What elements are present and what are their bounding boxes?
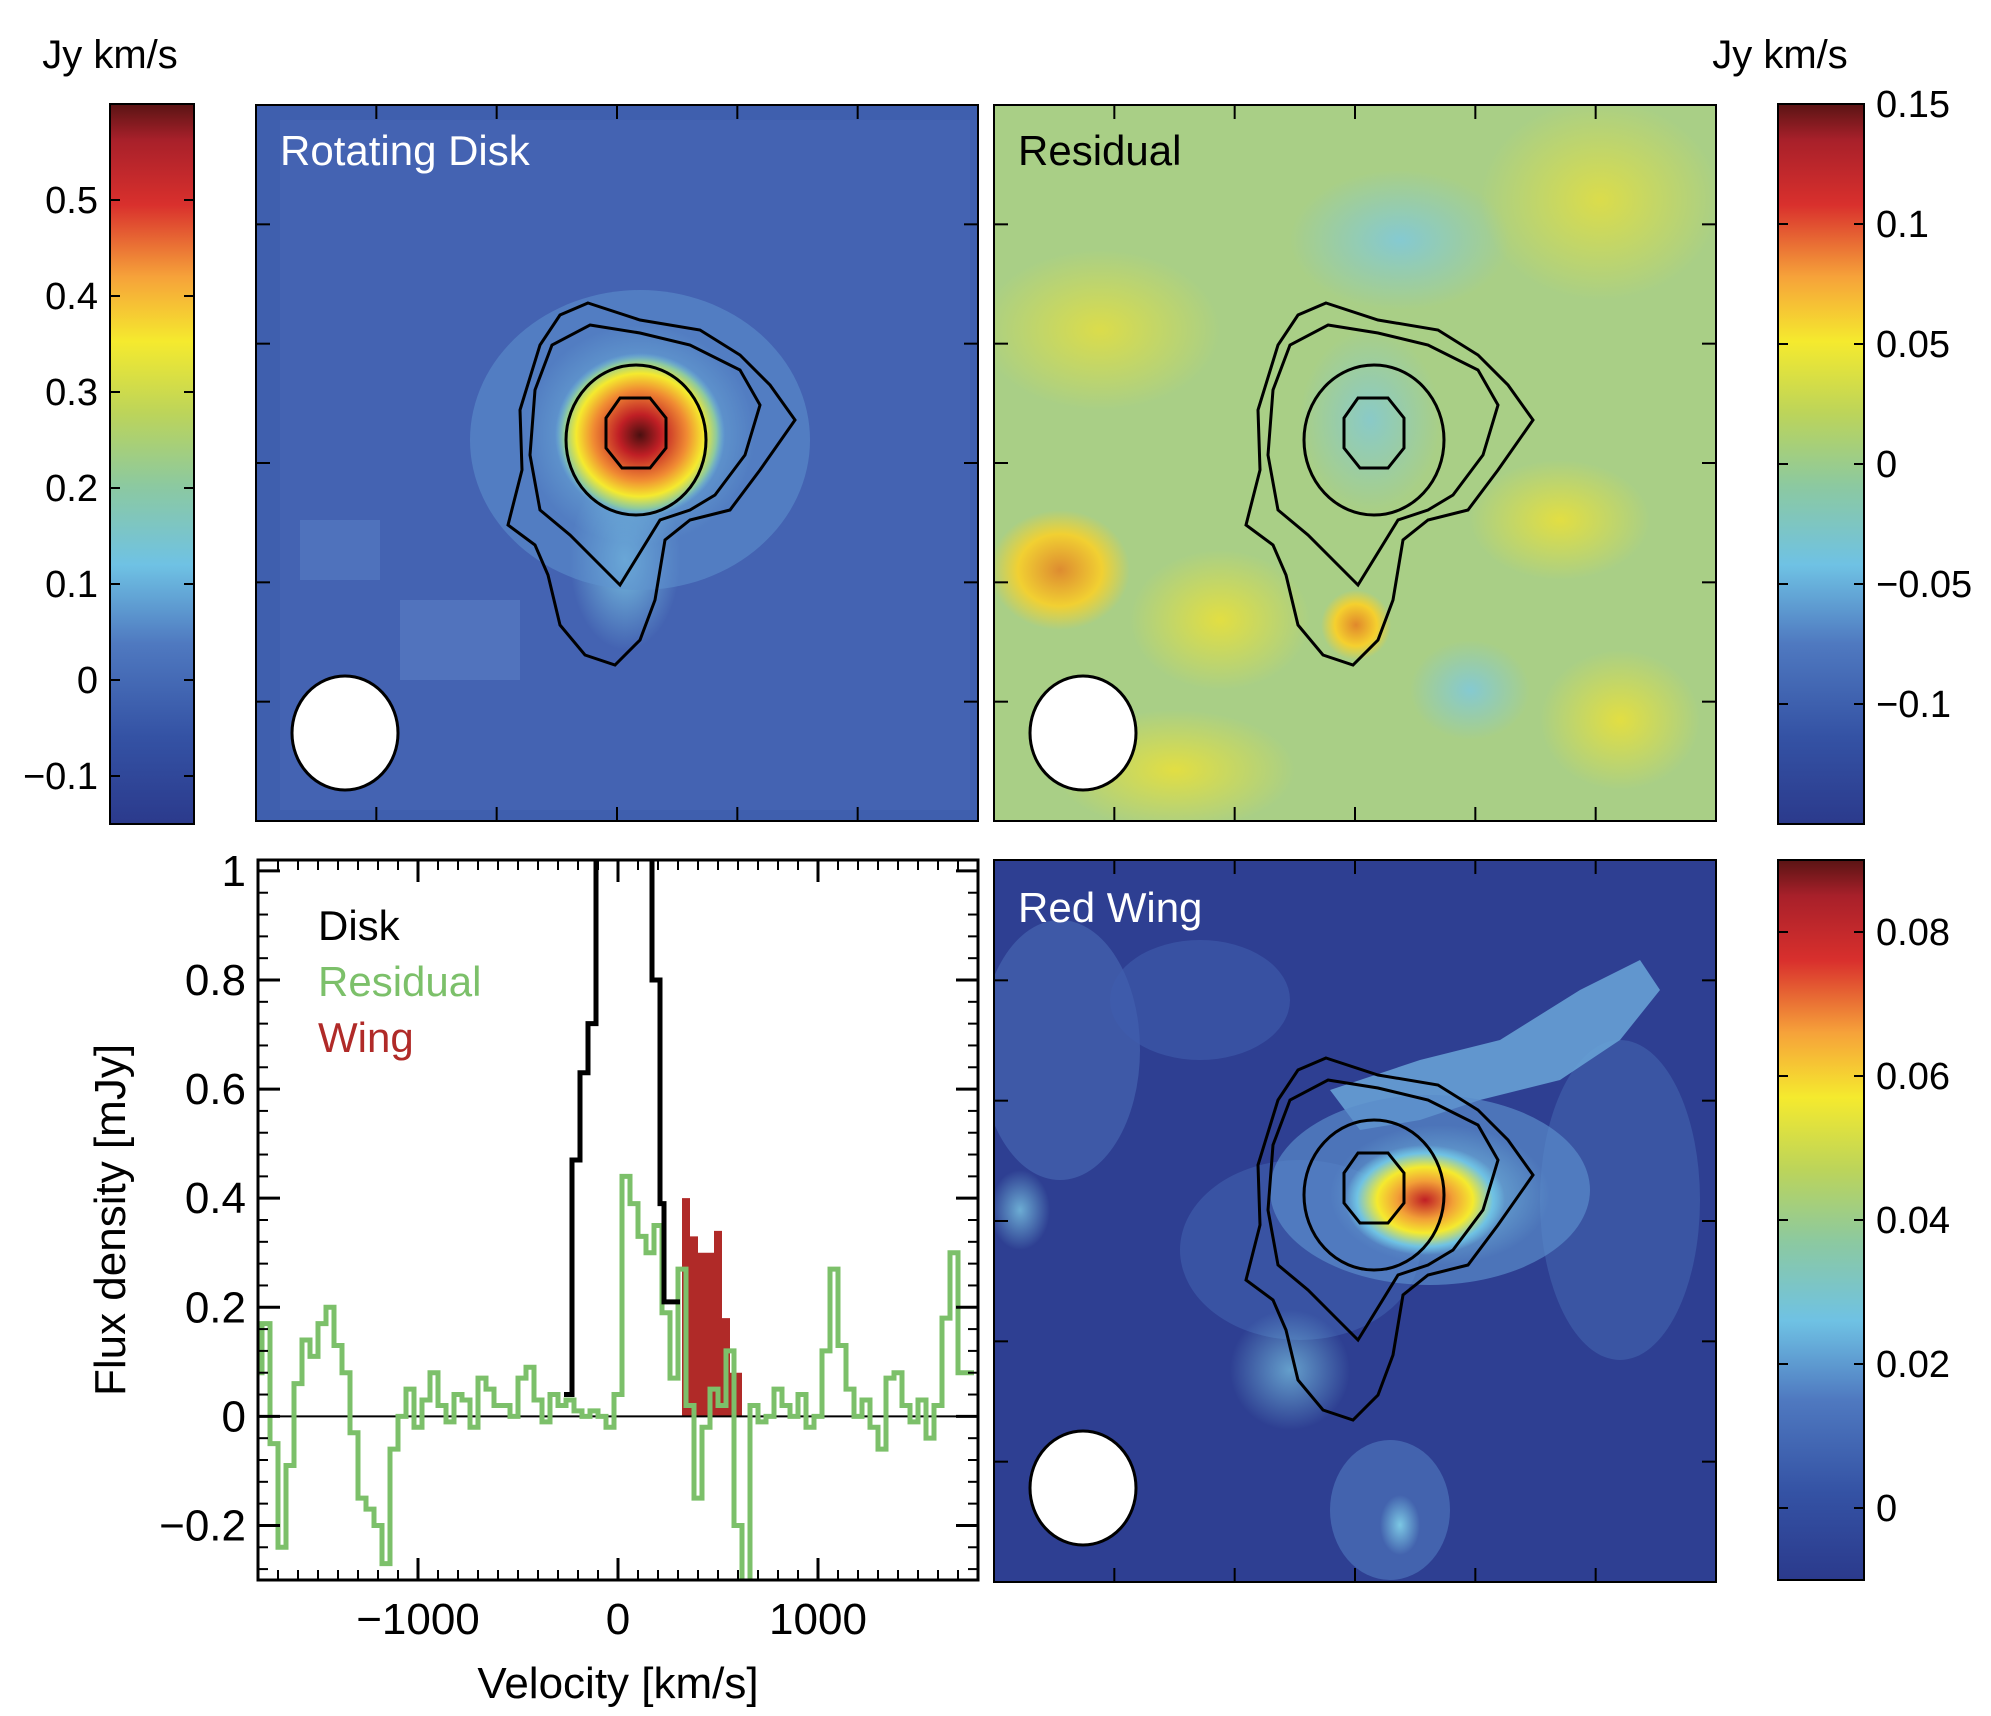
map-noise (1470, 460, 1650, 580)
residual-spectrum-line (258, 1173, 974, 1580)
plot-axes: −1000 0 1000 −0.2 0 0.2 0.4 0.6 0.8 1 (159, 847, 978, 1644)
legend-residual: Residual (318, 958, 481, 1005)
map-noise (1540, 1040, 1700, 1360)
right-colorbar-title: Jy km/s (1712, 33, 1848, 77)
contour-level-3 (1302, 363, 1446, 517)
right-bottom-colorbar: 0 0.02 0.04 0.06 0.08 (1777, 859, 1950, 1581)
panel-title-rotating-disk: Rotating Disk (280, 127, 531, 174)
colorbar-tick-label: −0.1 (23, 756, 98, 798)
colorbar-tick-label: 0.1 (45, 564, 98, 606)
disk-spectrum-line (564, 860, 680, 1398)
x-tick-label: −1000 (356, 1595, 480, 1644)
colorbar-tick-label: −0.1 (1876, 684, 1951, 726)
colorbar-tick-label: 0.05 (1876, 324, 1950, 366)
y-tick-label: 1 (222, 847, 246, 896)
colorbar-tick-label: 0.06 (1876, 1056, 1950, 1098)
colorbar-tick-label: 0.4 (45, 276, 98, 318)
colorbar-tick-label: 0 (77, 660, 98, 702)
right-bottom-colorbar-gradient (1777, 859, 1865, 1581)
map-axis-ticks (256, 105, 978, 821)
y-tick-label: 0 (222, 1392, 246, 1441)
panel-title-red-wing: Red Wing (1018, 884, 1202, 931)
map-noise (1321, 590, 1391, 660)
colorbar-tick-label: 0 (1876, 1488, 1897, 1530)
legend: Disk Residual Wing (318, 902, 481, 1061)
beam-ellipse (1028, 1429, 1138, 1547)
colorbar-tick-label: 0.02 (1876, 1344, 1950, 1386)
legend-wing: Wing (318, 1014, 414, 1061)
map-contours (1244, 1056, 1535, 1422)
contour-level-4 (1342, 396, 1406, 470)
map-outflow-streak (1330, 960, 1660, 1130)
spectrum-plot: −1000 0 1000 −0.2 0 0.2 0.4 0.6 0.8 1 Velocity [k… (86, 847, 980, 1708)
map-noise (994, 510, 1130, 630)
map-noise (1410, 640, 1530, 740)
map-axis-ticks (994, 860, 1716, 1582)
y-tick-label: 0.8 (185, 956, 246, 1005)
x-axis-label: Velocity [km/s] (477, 1659, 758, 1708)
x-tick-label: 1000 (769, 1595, 867, 1644)
contour-level-1 (506, 301, 797, 667)
y-tick-label: −0.2 (159, 1501, 246, 1550)
colorbar-tick-label: 0.08 (1876, 912, 1950, 954)
map-noise (994, 920, 1140, 1180)
map-noise (994, 250, 1220, 410)
map-noise (1130, 550, 1310, 690)
left-colorbar-gradient (109, 103, 195, 825)
map-noise (994, 1170, 1050, 1250)
map-rotating-disk: Rotating Disk (255, 104, 979, 822)
colorbar-tick-label: 0.15 (1876, 84, 1950, 126)
colorbar-tick-label: 0.5 (45, 180, 98, 222)
map-noise (300, 520, 380, 580)
right-top-colorbar: Jy km/s −0.1 −0.05 0 0.05 0.1 0.15 (1712, 33, 1972, 825)
map-noise (1540, 650, 1700, 790)
map-noise (1380, 1495, 1420, 1555)
colorbar-tick-label: 0.1 (1876, 204, 1929, 246)
contour-level-2 (1266, 323, 1500, 588)
map-noise (1300, 330, 1440, 510)
beam-ellipse (1028, 674, 1138, 792)
contour-level-4 (1342, 1151, 1406, 1225)
map-noise (1480, 105, 1716, 300)
map-noise (1110, 940, 1290, 1060)
colorbar-tick-label: 0.2 (45, 468, 98, 510)
left-colorbar-title: Jy km/s (42, 33, 178, 77)
contour-level-1 (1244, 301, 1535, 667)
y-tick-label: 0.6 (185, 1065, 246, 1114)
colorbar-tick-label: 0.04 (1876, 1200, 1950, 1242)
right-bottom-colorbar-ticks: 0 0.02 0.04 0.06 0.08 (1778, 912, 1950, 1530)
y-tick-label: 0.4 (185, 1174, 246, 1223)
contour-level-3 (564, 363, 708, 517)
left-colorbar-ticks: −0.1 0 0.1 0.2 0.3 0.4 0.5 (23, 180, 194, 798)
y-tick-label: 0.2 (185, 1283, 246, 1332)
map-contours (506, 301, 797, 667)
beam-ellipse (290, 674, 400, 792)
left-colorbar: Jy km/s −0.1 0 0.1 0.2 0.3 0.4 0.5 (23, 33, 195, 825)
map-axis-ticks (994, 105, 1716, 821)
map-noise (1290, 170, 1510, 310)
colorbar-tick-label: 0.3 (45, 372, 98, 414)
right-top-colorbar-ticks: −0.1 −0.05 0 0.05 0.1 0.15 (1778, 84, 1972, 726)
legend-disk: Disk (318, 902, 401, 949)
contour-level-3 (1302, 1118, 1446, 1272)
contour-level-1 (1244, 1056, 1535, 1422)
map-noise (400, 600, 520, 680)
colorbar-tick-label: 0 (1876, 444, 1897, 486)
contour-level-2 (528, 323, 762, 588)
map-contours (1244, 301, 1535, 667)
map-emission-core (555, 353, 725, 517)
y-axis-label: Flux density [mJy] (86, 1044, 135, 1396)
right-top-colorbar-gradient (1777, 103, 1865, 825)
map-emission-core (1345, 1145, 1505, 1255)
contour-level-2 (1266, 1078, 1500, 1343)
map-red-wing: Red Wing (993, 859, 1717, 1583)
x-tick-label: 0 (606, 1595, 630, 1644)
map-noise (1230, 1310, 1350, 1430)
colorbar-tick-label: −0.05 (1876, 564, 1972, 606)
contour-level-4 (604, 396, 668, 470)
panel-title-residual: Residual (1018, 127, 1181, 174)
map-residual: Residual (993, 104, 1717, 822)
